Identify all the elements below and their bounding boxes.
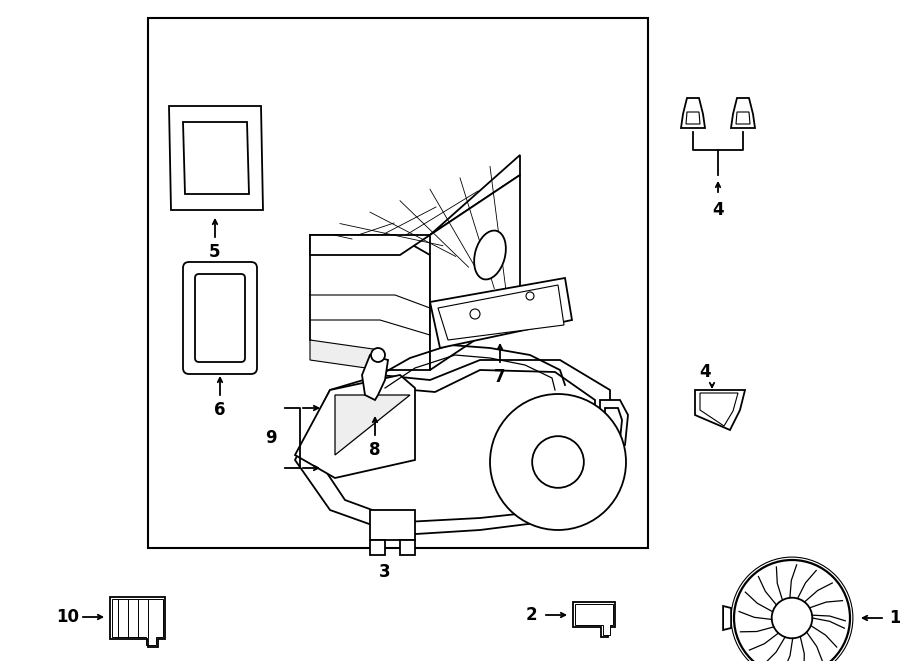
Polygon shape: [438, 285, 564, 340]
Polygon shape: [695, 390, 745, 430]
Circle shape: [771, 598, 813, 639]
Text: 8: 8: [369, 441, 381, 459]
Polygon shape: [700, 393, 738, 426]
Ellipse shape: [474, 231, 506, 280]
Polygon shape: [310, 155, 520, 255]
Text: 4: 4: [712, 201, 724, 219]
Polygon shape: [736, 112, 750, 124]
Text: 5: 5: [209, 243, 220, 261]
Polygon shape: [686, 112, 700, 124]
Polygon shape: [310, 340, 380, 370]
Polygon shape: [600, 400, 628, 450]
Polygon shape: [295, 375, 415, 478]
Polygon shape: [310, 235, 430, 370]
Polygon shape: [573, 602, 615, 637]
Circle shape: [532, 436, 584, 488]
Text: 3: 3: [379, 563, 391, 581]
Polygon shape: [605, 408, 622, 444]
Text: 10: 10: [57, 608, 79, 626]
Polygon shape: [370, 510, 415, 540]
Polygon shape: [430, 175, 520, 370]
Polygon shape: [681, 98, 705, 128]
Bar: [148, 18, 648, 548]
Polygon shape: [295, 360, 610, 535]
Polygon shape: [110, 597, 165, 647]
Text: 4: 4: [699, 363, 711, 381]
Circle shape: [526, 292, 534, 300]
Polygon shape: [731, 98, 755, 128]
Polygon shape: [183, 122, 249, 194]
Polygon shape: [335, 395, 410, 455]
Circle shape: [371, 348, 385, 362]
Circle shape: [490, 394, 626, 530]
Text: 2: 2: [526, 606, 536, 624]
Circle shape: [734, 560, 850, 661]
Polygon shape: [315, 370, 595, 522]
Text: 7: 7: [494, 368, 506, 386]
FancyBboxPatch shape: [183, 262, 257, 374]
Polygon shape: [400, 540, 415, 555]
Polygon shape: [430, 278, 572, 348]
Circle shape: [470, 309, 480, 319]
Text: 1: 1: [889, 609, 900, 627]
Text: 9: 9: [266, 429, 277, 447]
Polygon shape: [370, 540, 385, 555]
FancyBboxPatch shape: [195, 274, 245, 362]
Polygon shape: [575, 604, 613, 635]
Text: 6: 6: [214, 401, 226, 419]
Polygon shape: [169, 106, 263, 210]
Polygon shape: [723, 606, 731, 630]
Polygon shape: [362, 355, 388, 400]
